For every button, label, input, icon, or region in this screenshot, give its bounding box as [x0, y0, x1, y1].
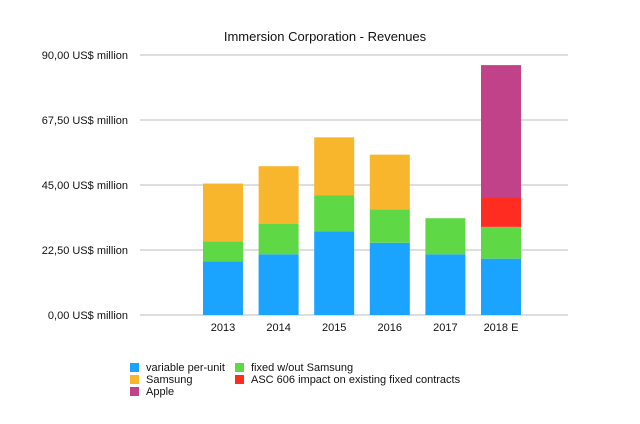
legend-label: ASC 606 impact on existing fixed contrac… — [251, 374, 461, 386]
legend-label: Apple — [146, 386, 174, 398]
bar-variable-per-unit-2016 — [369, 242, 410, 315]
bar-variable-per-unit-2013 — [203, 261, 243, 315]
legend: variable per-unit fixed w/out Samsung Sams… — [130, 362, 461, 398]
bar-fixed-w-out-samsung-2018-e — [481, 226, 521, 259]
bars — [203, 65, 521, 315]
x-tick-labels: 2013 2014 2015 2016 2017 2018 E — [211, 322, 519, 334]
bar-samsung-2014 — [258, 166, 299, 224]
y-tick-label: 45,00 US$ million — [42, 180, 128, 192]
x-tick-label: 2016 — [378, 322, 402, 334]
x-tick-label: 2015 — [322, 322, 346, 334]
bar-variable-per-unit-2017 — [425, 254, 466, 315]
y-tick-label: 22,50 US$ million — [42, 245, 128, 257]
legend-swatch — [235, 375, 244, 384]
y-tick-label: 67,50 US$ million — [42, 115, 128, 127]
chart-title: Immersion Corporation - Revenues — [224, 29, 427, 44]
bar-fixed-w-out-samsung-2016 — [369, 209, 410, 243]
legend-label: variable per-unit — [146, 362, 225, 374]
bar-apple-2018-e — [481, 65, 521, 198]
x-tick-label: 2013 — [211, 322, 235, 334]
legend-swatch — [235, 363, 244, 372]
bar-samsung-2015 — [314, 137, 355, 196]
bar-fixed-w-out-samsung-2014 — [258, 224, 299, 255]
bar-fixed-w-out-samsung-2017 — [425, 218, 466, 255]
bar-samsung-2016 — [369, 154, 410, 210]
bar-fixed-w-out-samsung-2013 — [203, 241, 243, 262]
legend-swatch — [130, 363, 139, 372]
y-tick-label: 90,00 US$ million — [42, 50, 128, 62]
legend-label: Samsung — [146, 374, 192, 386]
x-tick-label: 2018 E — [484, 322, 519, 334]
legend-label: fixed w/out Samsung — [251, 362, 353, 374]
x-tick-label: 2014 — [266, 322, 290, 334]
bar-variable-per-unit-2018-e — [481, 258, 521, 315]
x-tick-label: 2017 — [433, 322, 457, 334]
legend-swatch — [130, 387, 139, 396]
y-tick-labels: 0,00 US$ million 22,50 US$ million 45,00 U… — [42, 50, 128, 322]
y-tick-label: 0,00 US$ million — [48, 310, 128, 322]
bar-variable-per-unit-2014 — [258, 254, 299, 315]
bar-variable-per-unit-2015 — [314, 231, 355, 315]
bar-asc-606-impact-on-existing-fixed-contracts-2018-e — [481, 198, 521, 227]
legend-swatch — [130, 375, 139, 384]
bar-fixed-w-out-samsung-2015 — [314, 195, 355, 232]
bar-samsung-2013 — [203, 183, 243, 242]
